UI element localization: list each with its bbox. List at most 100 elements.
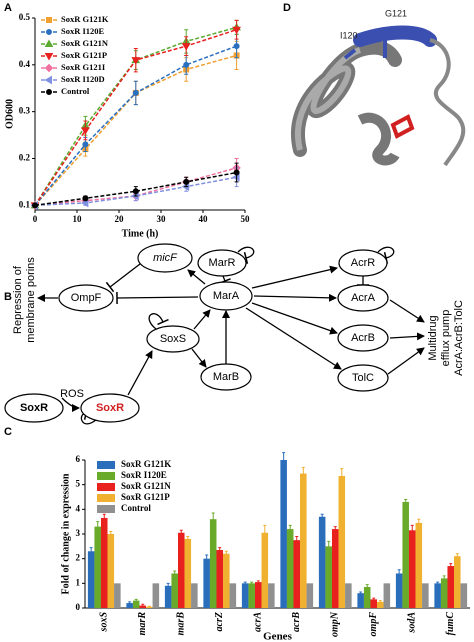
error-bar bbox=[320, 513, 324, 520]
arrow bbox=[127, 350, 153, 396]
y-tick-label: 2 bbox=[76, 553, 81, 563]
node bbox=[337, 324, 389, 352]
legend-marker bbox=[44, 39, 54, 47]
legend-label: Control bbox=[61, 86, 90, 96]
marker bbox=[181, 43, 191, 51]
bar bbox=[248, 583, 255, 608]
x-tick-label: 50 bbox=[241, 214, 251, 224]
error-bar bbox=[147, 605, 151, 608]
series-line bbox=[34, 171, 237, 207]
legend-label: SoxR G121I bbox=[61, 62, 106, 72]
bar bbox=[177, 532, 185, 608]
node-label: SoxR bbox=[96, 402, 124, 414]
bar bbox=[152, 583, 160, 608]
error-bar bbox=[179, 529, 183, 536]
bar bbox=[286, 529, 294, 608]
bar bbox=[460, 583, 468, 608]
error-bar bbox=[141, 603, 145, 607]
x-axis-label: Genes bbox=[263, 631, 292, 642]
legend-swatch bbox=[97, 494, 115, 502]
error-bar bbox=[365, 584, 369, 590]
node-label: AcrB bbox=[351, 332, 375, 344]
error-bar bbox=[186, 535, 190, 542]
bar bbox=[100, 517, 108, 608]
error-bar bbox=[442, 575, 446, 581]
bar bbox=[171, 573, 178, 608]
error-bar bbox=[340, 468, 344, 484]
bar bbox=[254, 582, 262, 608]
node bbox=[137, 243, 193, 273]
red-ring bbox=[390, 114, 415, 139]
marker bbox=[132, 188, 139, 195]
error-bar bbox=[372, 597, 376, 601]
node-label: OmpF bbox=[71, 292, 102, 304]
error-bar bbox=[211, 512, 215, 526]
node bbox=[338, 249, 388, 277]
error-bar bbox=[263, 524, 267, 541]
lower-helix bbox=[357, 112, 400, 166]
bar bbox=[261, 532, 269, 608]
node-label: AcrR bbox=[351, 257, 376, 269]
legend-marker bbox=[44, 53, 54, 61]
node bbox=[197, 249, 247, 277]
bar bbox=[268, 583, 275, 608]
marker bbox=[32, 202, 38, 209]
legend-marker bbox=[46, 89, 52, 95]
arrow bbox=[61, 397, 80, 412]
bar bbox=[280, 460, 287, 608]
bar bbox=[415, 522, 423, 608]
output-text: efflux pump bbox=[440, 310, 452, 367]
stimulus: ROS bbox=[60, 388, 84, 400]
error-bar bbox=[256, 580, 260, 584]
bar bbox=[94, 526, 101, 608]
pathway-diagram: B Repression of membrane porins Multidru… bbox=[4, 243, 465, 425]
bar bbox=[203, 558, 210, 608]
node-label: MarB bbox=[213, 371, 239, 383]
legend-swatch bbox=[97, 472, 115, 480]
bar bbox=[331, 529, 339, 608]
bar bbox=[126, 603, 133, 608]
legend-marker bbox=[46, 29, 52, 35]
y-axis-label: OD600 bbox=[4, 99, 15, 129]
error-bar bbox=[205, 554, 209, 563]
error-bar bbox=[449, 563, 453, 569]
node bbox=[337, 364, 389, 392]
bar bbox=[318, 516, 326, 608]
bar bbox=[87, 551, 95, 608]
legend-label: SoxR G121P bbox=[61, 50, 107, 60]
y-tick-label: 0.2 bbox=[19, 153, 31, 163]
autoregulation bbox=[148, 313, 169, 330]
error-bar bbox=[173, 570, 177, 576]
residue-label: G121 bbox=[385, 8, 407, 18]
node-label: AcrA bbox=[351, 292, 376, 304]
error-bar bbox=[295, 535, 299, 544]
bar bbox=[164, 585, 172, 608]
bar bbox=[422, 583, 429, 608]
legend-swatch bbox=[97, 461, 115, 469]
error-bar bbox=[410, 524, 414, 536]
x-tick-label: acrA bbox=[253, 612, 264, 632]
error-bar bbox=[128, 601, 132, 605]
error-bar bbox=[436, 581, 440, 585]
node-label: micF bbox=[153, 252, 178, 264]
marker bbox=[81, 127, 90, 135]
legend-label: SoxR G121N bbox=[121, 481, 171, 491]
marker bbox=[132, 89, 139, 96]
panel-label: D bbox=[283, 2, 291, 14]
y-tick-label: 0.1 bbox=[19, 199, 31, 209]
legend-label: SoxR G121K bbox=[61, 14, 109, 24]
error-bar bbox=[109, 531, 113, 537]
y-tick-label: 1 bbox=[76, 577, 81, 587]
bar bbox=[216, 550, 224, 608]
node-label: SoxS bbox=[160, 333, 186, 345]
panel-label: C bbox=[4, 426, 12, 438]
y-tick-label: 0.4 bbox=[19, 59, 31, 69]
x-tick-label: soxS bbox=[99, 612, 110, 633]
bar bbox=[454, 556, 461, 608]
error-bar bbox=[224, 550, 228, 557]
node bbox=[4, 393, 64, 423]
x-tick-label: ompF bbox=[368, 612, 379, 637]
bar bbox=[408, 530, 416, 608]
bar bbox=[300, 473, 307, 608]
inhibition bbox=[116, 291, 199, 305]
